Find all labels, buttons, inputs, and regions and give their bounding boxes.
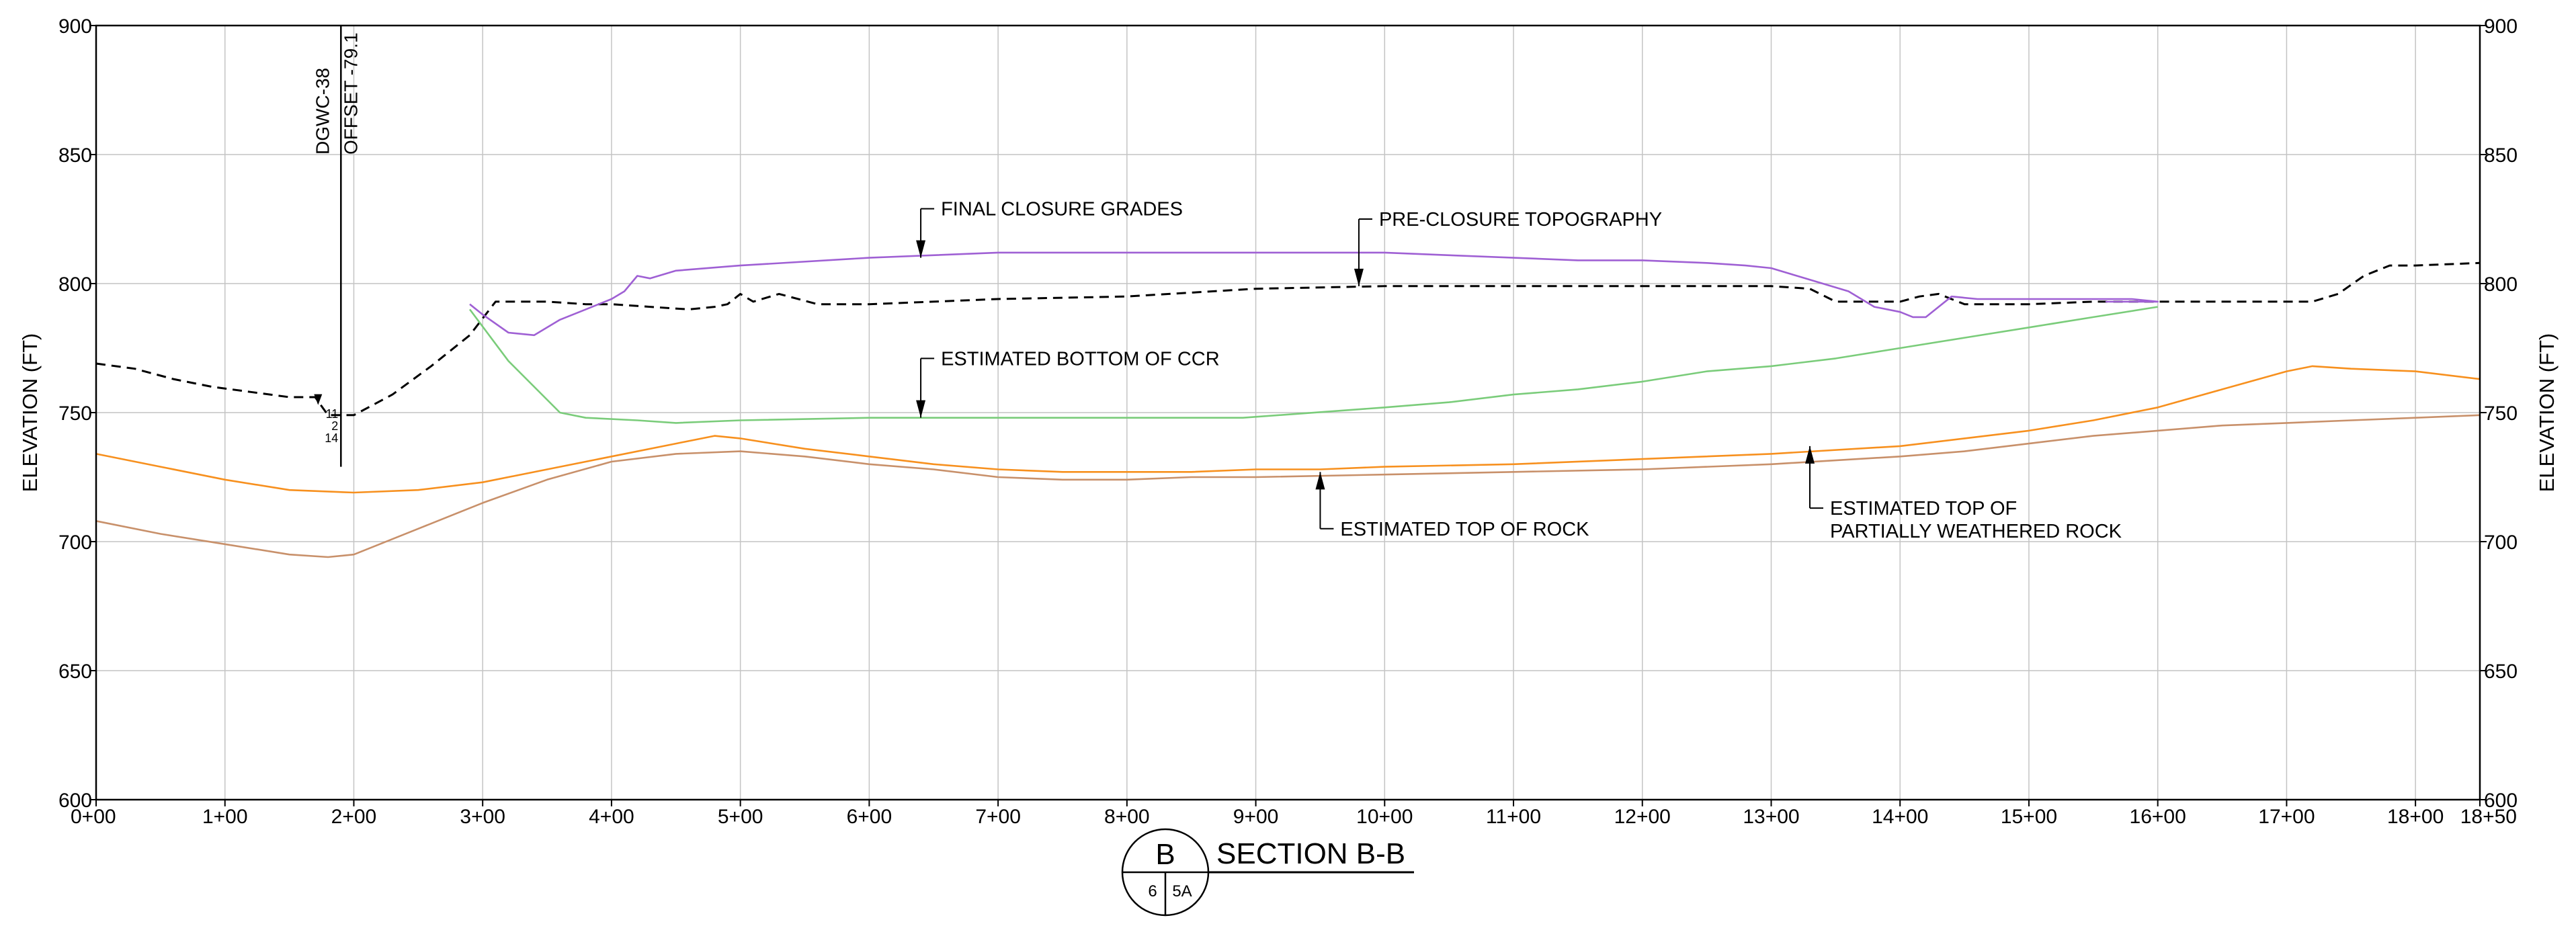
x-tick-label: 9+00 bbox=[1233, 806, 1279, 828]
x-tick-label: 3+00 bbox=[460, 806, 505, 828]
x-tick-label: 0+00 bbox=[71, 806, 116, 828]
x-tick-label: 15+00 bbox=[2001, 806, 2057, 828]
y-tick-label-right: 650 bbox=[2484, 661, 2518, 683]
x-tick-label: 2+00 bbox=[331, 806, 377, 828]
y-tick-label-right: 600 bbox=[2484, 790, 2518, 812]
callout-arrowhead bbox=[1315, 472, 1325, 490]
boring-offset: OFFSET -79.1 bbox=[340, 32, 361, 155]
series-line-estimated-bottom-of-ccr bbox=[468, 306, 2158, 424]
section-title-block: B 6 5A SECTION B-B bbox=[1121, 828, 1414, 917]
callout-label: ESTIMATED TOP OF bbox=[1830, 498, 2017, 519]
x-tick-label: 17+00 bbox=[2258, 806, 2315, 828]
callout-label: ESTIMATED BOTTOM OF CCR bbox=[941, 348, 1220, 370]
x-tick-label: 7+00 bbox=[975, 806, 1021, 828]
y-tick-label-left: 850 bbox=[58, 144, 92, 167]
y-tick-label-right: 800 bbox=[2484, 273, 2518, 296]
callout-label: FINAL CLOSURE GRADES bbox=[941, 199, 1183, 220]
y-tick-label-right: 750 bbox=[2484, 403, 2518, 425]
boring-name: DGWC-38 bbox=[312, 68, 333, 155]
x-tick-label: 4+00 bbox=[589, 806, 634, 828]
callout-arrowhead bbox=[1354, 268, 1364, 286]
section-title: SECTION B-B bbox=[1216, 837, 1405, 870]
water-level-marker bbox=[314, 394, 323, 405]
callout-arrowhead bbox=[1805, 446, 1815, 464]
callout-label: PRE-CLOSURE TOPOGRAPHY bbox=[1379, 209, 1662, 230]
series-line-estimated-top-of-partially-weathered-rock bbox=[95, 414, 2481, 558]
x-tick-label: 5+00 bbox=[718, 806, 763, 828]
y-tick-label-left: 650 bbox=[58, 661, 92, 683]
callout-label: ESTIMATED TOP OF ROCK bbox=[1340, 519, 1589, 540]
x-tick-label: 18+50 bbox=[2460, 806, 2517, 828]
y-axis-label-right: ELEVATION (FT) bbox=[2535, 333, 2559, 493]
x-tick-label: 12+00 bbox=[1614, 806, 1671, 828]
x-tick-label: 16+00 bbox=[2130, 806, 2186, 828]
plot-frame bbox=[95, 24, 2481, 801]
tick-labels: 0+00 1+00 2+00 3+00 4+00 5+00 6+00 7+00 8+00 9+00… bbox=[58, 15, 2518, 828]
x-tick-label: 1+00 bbox=[202, 806, 248, 828]
callout-arrowhead bbox=[916, 400, 926, 418]
y-tick-label-left: 600 bbox=[58, 790, 92, 812]
boring-value: 11 bbox=[326, 407, 339, 421]
y-tick-label-left: 750 bbox=[58, 403, 92, 425]
callout-label: PARTIALLY WEATHERED ROCK bbox=[1830, 521, 2122, 542]
y-tick-label-right: 900 bbox=[2484, 15, 2518, 38]
callouts: FINAL CLOSURE GRADES PRE-CLOSURE TOPOGRAP… bbox=[916, 199, 2122, 542]
y-tick-label-left: 700 bbox=[58, 532, 92, 554]
y-tick-label-right: 850 bbox=[2484, 144, 2518, 167]
section-letter: B bbox=[1155, 838, 1175, 871]
x-tick-label: 13+00 bbox=[1743, 806, 1799, 828]
x-tick-label: 6+00 bbox=[847, 806, 892, 828]
section-sheet-right: 5A bbox=[1172, 882, 1192, 900]
x-tick-label: 14+00 bbox=[1872, 806, 1928, 828]
x-tick-label: 18+00 bbox=[2387, 806, 2444, 828]
y-tick-label-left: 900 bbox=[58, 15, 92, 38]
callout-arrowhead bbox=[916, 240, 926, 258]
x-tick-label: 10+00 bbox=[1356, 806, 1413, 828]
y-tick-label-left: 800 bbox=[58, 273, 92, 296]
series-lines bbox=[95, 251, 2481, 558]
series-line-final-closure-grades bbox=[469, 251, 2159, 337]
boring-value: 2 bbox=[331, 419, 338, 433]
x-tick-label: 11+00 bbox=[1486, 806, 1541, 828]
x-tick-label: 8+00 bbox=[1104, 806, 1150, 828]
section-sheet-left: 6 bbox=[1148, 882, 1157, 900]
y-axis-label-left: ELEVATION (FT) bbox=[18, 333, 42, 493]
series-line-estimated-top-of-rock bbox=[95, 365, 2481, 494]
boring-value: 14 bbox=[325, 431, 338, 445]
y-tick-label-right: 700 bbox=[2484, 532, 2518, 554]
